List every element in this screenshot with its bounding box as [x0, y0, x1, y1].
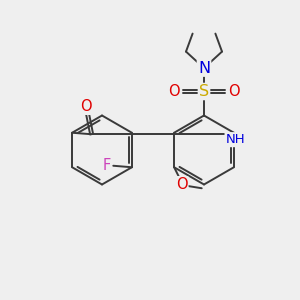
Text: N: N — [198, 61, 210, 76]
Text: F: F — [103, 158, 111, 173]
Text: O: O — [228, 84, 240, 99]
Text: S: S — [199, 84, 209, 99]
Text: O: O — [80, 99, 92, 114]
Text: NH: NH — [226, 133, 245, 146]
Text: O: O — [168, 84, 180, 99]
Text: O: O — [176, 177, 188, 192]
